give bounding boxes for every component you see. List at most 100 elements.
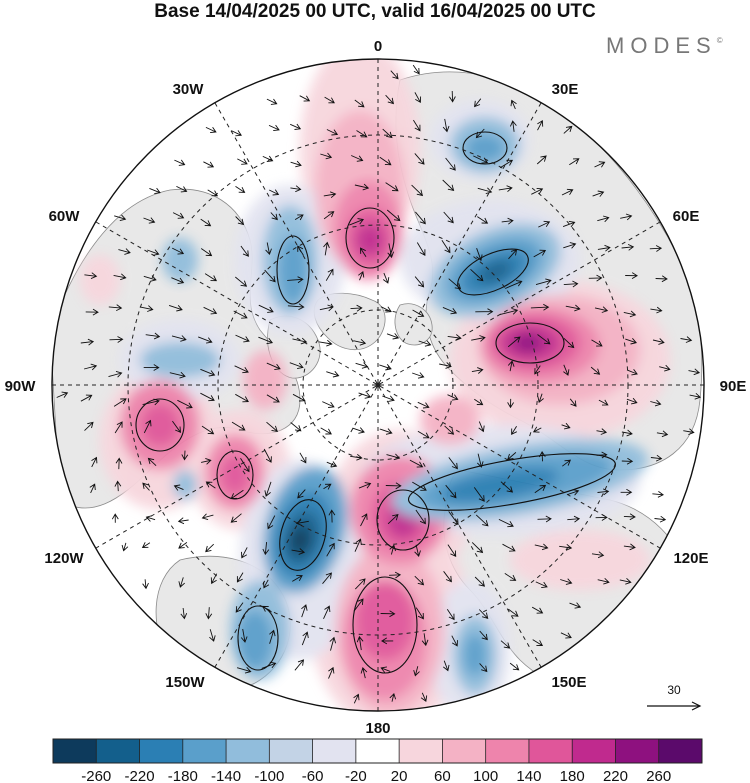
wind-arrow: [143, 275, 157, 282]
colorbar-swatch: [658, 739, 703, 763]
map-border: [51, 58, 705, 712]
wind-arrow: [414, 544, 421, 557]
wind-arrow: [534, 365, 541, 375]
wind-arrow: [413, 666, 420, 677]
wind-arrow: [322, 401, 335, 408]
wind-arrow: [385, 182, 399, 192]
wind-arrow: [198, 336, 213, 344]
wind-arrow: [414, 276, 425, 288]
wind-arrow: [360, 247, 367, 258]
wind-arrow: [235, 216, 245, 226]
wind-arrow: [414, 575, 425, 586]
wind-arrow: [443, 660, 450, 672]
wind-arrow: [85, 308, 99, 316]
wind-arrow: [471, 335, 486, 342]
wind-arrow: [620, 213, 633, 221]
wind-arrow: [476, 453, 484, 468]
graticule: [52, 59, 704, 711]
wind-arrow: [597, 215, 610, 223]
wind-arrow: [240, 628, 248, 643]
wind-arrow: [349, 218, 365, 226]
wind-arrow: [445, 484, 457, 499]
wind-arrow: [380, 666, 391, 673]
wind-arrow: [390, 70, 399, 80]
colorbar-swatch: [399, 739, 443, 763]
wind-arrow: [143, 217, 156, 224]
wind-arrow: [654, 515, 667, 523]
wind-arrow: [353, 338, 367, 346]
wind-arrow: [109, 336, 124, 343]
wind-arrow: [471, 542, 484, 554]
wind-arrow: [537, 334, 551, 345]
label-180: 180: [365, 720, 390, 737]
wind-arrow: [680, 336, 693, 343]
wind-arrow: [475, 128, 485, 139]
wind-arrow: [511, 426, 518, 436]
wind-arrow: [91, 456, 98, 468]
colorbar-tick-label: -60: [302, 768, 324, 783]
wind-arrow: [412, 372, 425, 379]
wind-arrow: [592, 190, 605, 197]
label-60e: 60E: [673, 208, 700, 225]
wind-arrow: [532, 426, 542, 433]
wind-arrow: [446, 608, 455, 621]
colorbar-swatch: [572, 739, 616, 763]
wind-arrow: [258, 336, 274, 345]
wind-arrow: [322, 572, 332, 584]
colorbar-tick-label: -100: [254, 768, 284, 783]
wind-arrow: [530, 303, 550, 311]
label-150w: 150W: [165, 674, 205, 691]
wind-arrow: [441, 240, 451, 254]
wind-arrow: [569, 158, 580, 166]
wind-arrow: [299, 452, 307, 464]
wind-arrow: [326, 371, 340, 378]
wind-arrow: [561, 188, 574, 196]
wind-arrow: [262, 155, 274, 162]
wind-arrow: [652, 338, 665, 345]
wind-arrow: [118, 248, 131, 255]
wind-arrow: [178, 542, 188, 549]
wind-arrow: [473, 487, 485, 502]
reference-vector-label: 30: [667, 683, 681, 697]
wind-arrow: [380, 306, 392, 313]
wind-arrow: [650, 454, 663, 462]
wind-arrow: [265, 242, 272, 256]
wind-arrow: [108, 370, 123, 378]
wind-arrow: [205, 607, 213, 620]
wind-arrow: [535, 278, 552, 286]
wind-arrow: [535, 581, 548, 589]
wind-arrow: [292, 337, 308, 345]
wind-arrow: [294, 214, 304, 221]
wind-arrow: [533, 249, 547, 258]
wind-arrow: [596, 451, 608, 459]
wind-arrow: [181, 450, 189, 461]
wind-arrow: [501, 217, 514, 225]
wind-arrow: [262, 605, 272, 613]
wind-arrow: [507, 336, 521, 348]
wind-arrow: [502, 543, 516, 552]
wind-arrow: [358, 270, 365, 281]
wind-arrow: [439, 362, 452, 369]
wind-arrow: [387, 243, 395, 259]
wind-arrow: [121, 542, 129, 552]
wind-arrow: [448, 511, 459, 526]
colorbar-tick-label: 220: [603, 768, 628, 783]
wind-vectors: [56, 64, 702, 704]
wind-arrow: [442, 118, 450, 133]
wind-arrow: [210, 573, 218, 585]
wind-arrow: [171, 277, 185, 285]
wind-arrow: [209, 629, 216, 642]
wind-arrow: [287, 303, 305, 311]
wind-arrow: [205, 481, 216, 489]
wind-arrow: [385, 482, 402, 490]
wind-arrow: [386, 333, 400, 340]
wind-arrow: [415, 509, 426, 525]
wind-arrow: [264, 269, 276, 283]
wind-arrow: [292, 393, 306, 402]
wind-arrow: [500, 481, 514, 493]
wind-arrow: [626, 369, 638, 376]
wind-arrow: [474, 98, 482, 108]
wind-arrow: [414, 153, 425, 165]
wind-arrow: [562, 220, 576, 228]
colorbar-tick-label: -140: [211, 768, 241, 783]
